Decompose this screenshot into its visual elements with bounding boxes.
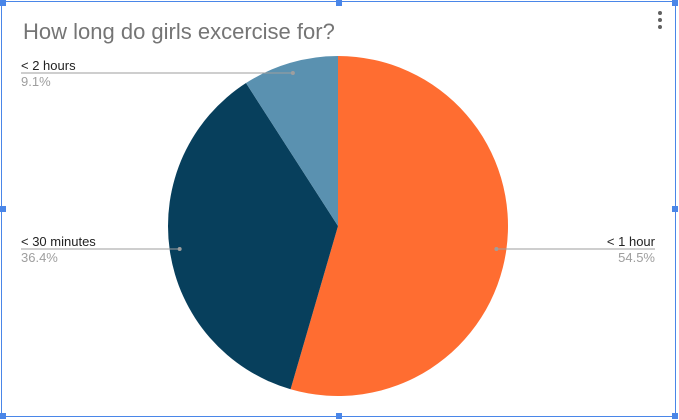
- more-vert-icon[interactable]: [654, 11, 666, 33]
- pie-slice-2-hours[interactable]: [246, 56, 338, 226]
- leader-dot-1-hour: [494, 247, 499, 251]
- pie-slice-1-hour[interactable]: [290, 56, 508, 397]
- slice-label-2-hours: < 2 hours: [21, 58, 76, 73]
- slice-percent-1-hour: 54.5%: [618, 250, 655, 265]
- chart-title: How long do girls excercise for?: [23, 19, 335, 44]
- slice-percent-30-minutes: 36.4%: [21, 250, 58, 265]
- menu-dot: [658, 18, 662, 22]
- resize-handle-left[interactable]: [0, 206, 6, 212]
- resize-handle-top-right[interactable]: [672, 0, 678, 6]
- resize-handle-right[interactable]: [672, 206, 678, 212]
- leader-dot-30-minutes: [177, 247, 182, 251]
- menu-dot: [658, 11, 662, 15]
- menu-dot: [658, 25, 662, 29]
- resize-handle-top[interactable]: [336, 0, 342, 6]
- slice-label-1-hour: < 1 hour: [607, 234, 656, 249]
- leader-dot-2-hours: [290, 71, 295, 75]
- resize-handle-bottom-right[interactable]: [672, 413, 678, 419]
- resize-handle-bottom-left[interactable]: [0, 413, 6, 419]
- slice-label-30-minutes: < 30 minutes: [21, 234, 96, 249]
- pie-slice-30-minutes[interactable]: [167, 83, 338, 390]
- slice-percent-2-hours: 9.1%: [21, 74, 51, 89]
- resize-handle-bottom[interactable]: [336, 413, 342, 419]
- resize-handle-top-left[interactable]: [0, 0, 6, 6]
